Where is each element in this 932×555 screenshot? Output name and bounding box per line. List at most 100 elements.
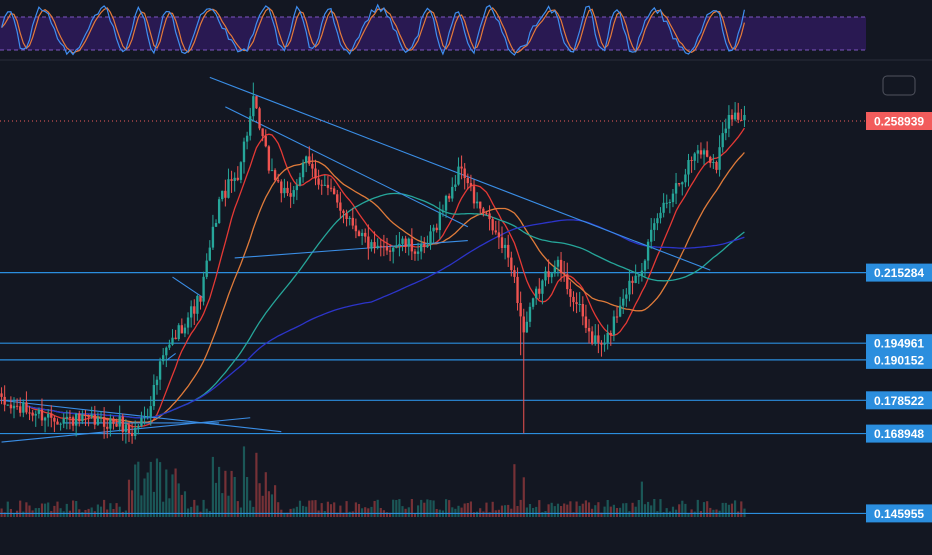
candle (202, 271, 205, 306)
candle-body (106, 426, 109, 429)
candle-body (740, 119, 743, 121)
candle-body (522, 316, 525, 333)
candle-body (656, 218, 659, 224)
volume-bar (246, 477, 249, 517)
candle (298, 172, 302, 187)
volume-bar (665, 508, 668, 517)
candle (174, 329, 177, 340)
candle (622, 289, 625, 314)
candle-body (724, 128, 727, 134)
price-level-label[interactable]: 0.145955 (866, 504, 932, 523)
candle-body (606, 333, 609, 343)
candle-body (146, 416, 149, 418)
candle-body (743, 115, 746, 121)
candle (562, 261, 566, 282)
volume-bar (423, 502, 426, 517)
trendline[interactable] (225, 106, 469, 228)
candle (348, 215, 351, 226)
volume-bar (56, 501, 59, 517)
volume-bar (345, 501, 348, 517)
rounded-rectangle-button-icon[interactable] (882, 75, 916, 96)
trendline[interactable] (172, 276, 204, 299)
price-label-text: 0.190152 (874, 353, 924, 367)
volume-bar (541, 512, 544, 517)
current-price-label[interactable]: 0.258939 (866, 112, 932, 130)
price-level-label[interactable]: 0.194961 (866, 334, 932, 353)
candle (553, 260, 557, 277)
candle-body (351, 217, 354, 226)
price-level-label[interactable]: 0.168948 (866, 424, 932, 443)
candle-body (233, 177, 236, 181)
candle (538, 278, 541, 300)
candle (466, 173, 469, 190)
candle-body (242, 141, 246, 163)
candle (637, 274, 640, 284)
candle (472, 179, 476, 209)
candle-body (541, 280, 544, 294)
candle-body (28, 412, 31, 414)
candle (516, 267, 519, 311)
candle (398, 231, 401, 257)
candle-body (479, 201, 482, 209)
candle-body (693, 153, 696, 161)
volume-bar (535, 506, 538, 517)
volume-bar (572, 512, 575, 517)
candle (600, 340, 603, 357)
candle-body (388, 250, 392, 252)
candle-body (109, 418, 112, 429)
candle (102, 407, 106, 439)
candle-body (127, 424, 131, 433)
volume-bar (491, 501, 494, 517)
price-label-box (866, 424, 932, 443)
volume-bar (127, 479, 131, 517)
volume-bar (485, 502, 488, 517)
trendline[interactable] (234, 240, 468, 259)
candle (239, 161, 243, 184)
candle-body (407, 238, 410, 247)
candle (47, 409, 50, 427)
candle (507, 234, 510, 267)
candle (292, 185, 295, 204)
candle-body (466, 178, 469, 184)
volume-bar (174, 468, 177, 517)
volume-bar (709, 507, 712, 517)
candle-body (236, 177, 239, 180)
candle-body (370, 242, 373, 249)
candle-body (130, 433, 134, 436)
volume-bar (137, 461, 140, 517)
candle (724, 118, 727, 141)
candle (447, 193, 451, 203)
candle-body (217, 199, 221, 223)
volume-bar (199, 511, 202, 517)
volume-bar (612, 504, 615, 517)
candle-body (392, 247, 395, 252)
volume-bar (448, 500, 451, 517)
volume-bar (653, 499, 656, 517)
trendline[interactable] (165, 353, 176, 361)
candle-body (158, 361, 162, 380)
price-level-label[interactable]: 0.215284 (866, 263, 932, 282)
trendline[interactable] (209, 76, 711, 271)
volume-bar (625, 503, 628, 517)
candle (221, 190, 224, 202)
price-label-box (866, 263, 932, 282)
price-level-label[interactable]: 0.190152 (866, 350, 932, 369)
volume-bar (361, 508, 364, 517)
candle-body (404, 238, 407, 247)
volume-bar (233, 477, 236, 517)
volume-bar (12, 512, 16, 517)
volume-bar (25, 502, 28, 517)
candle (587, 319, 591, 344)
candle-body (342, 210, 345, 213)
price-level-label[interactable]: 0.178522 (866, 391, 932, 410)
candle-body (214, 223, 218, 227)
volume-bar (308, 500, 311, 517)
volume-bar (230, 470, 233, 517)
candle-body (730, 115, 734, 120)
candle (115, 418, 118, 427)
candle-body (733, 112, 737, 120)
candle (494, 220, 497, 235)
candle (314, 159, 317, 186)
candle (373, 231, 376, 254)
